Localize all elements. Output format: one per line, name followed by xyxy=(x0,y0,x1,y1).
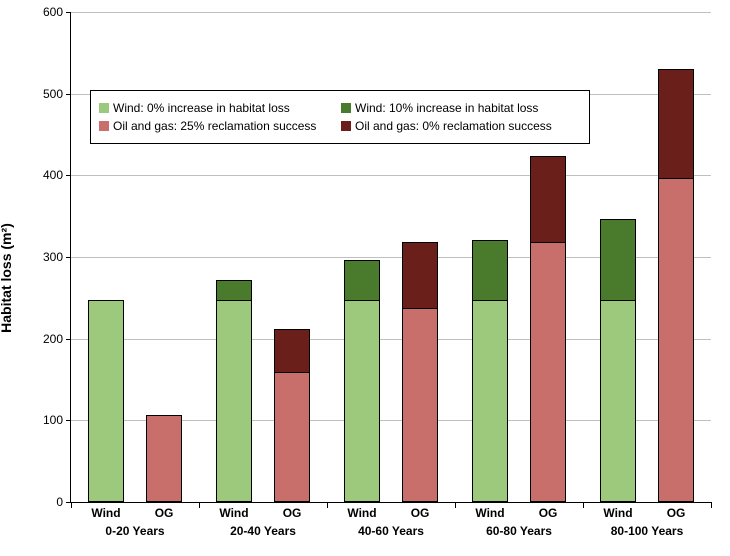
group-tick xyxy=(327,502,328,508)
group-label: 80-100 Years xyxy=(611,524,684,538)
gridline xyxy=(71,12,711,13)
gridline xyxy=(71,175,711,176)
group-label: 60-80 Years xyxy=(486,524,552,538)
group-tick xyxy=(583,502,584,508)
legend-row: Wind: 0% increase in habitat loss Wind: 1… xyxy=(99,101,579,115)
og-bar-lower xyxy=(402,308,437,502)
legend: Wind: 0% increase in habitat loss Wind: 1… xyxy=(90,90,590,144)
y-tick-label: 100 xyxy=(43,413,71,427)
y-tick-label: 200 xyxy=(43,332,71,346)
legend-swatch xyxy=(99,103,109,113)
wind-bar-label: Wind xyxy=(475,506,504,520)
y-tick-label: 500 xyxy=(43,87,71,101)
plot-area: 0100200300400500600WindOG0-20 YearsWindO… xyxy=(70,12,711,503)
wind-bar-lower xyxy=(344,300,379,502)
wind-bar-label: Wind xyxy=(347,506,376,520)
og-bar-lower xyxy=(146,415,181,502)
y-tick-label: 300 xyxy=(43,250,71,264)
og-bar-upper xyxy=(530,156,565,243)
wind-bar-label: Wind xyxy=(219,506,248,520)
legend-row: Oil and gas: 25% reclamation success Oil … xyxy=(99,119,579,133)
y-tick-label: 400 xyxy=(43,168,71,182)
og-bar-upper xyxy=(274,329,309,372)
legend-label: Oil and gas: 0% reclamation success xyxy=(355,119,552,133)
chart-container: Habitat loss (m²) 0100200300400500600Win… xyxy=(0,0,730,556)
legend-swatch xyxy=(341,103,351,113)
y-axis-title: Habitat loss (m²) xyxy=(0,223,14,333)
wind-bar-lower xyxy=(472,300,507,502)
og-bar-lower xyxy=(274,372,309,502)
og-bar-label: OG xyxy=(539,506,558,520)
legend-item: Wind: 10% increase in habitat loss xyxy=(341,101,579,115)
legend-item: Oil and gas: 25% reclamation success xyxy=(99,119,337,133)
og-bar-label: OG xyxy=(283,506,302,520)
wind-bar-lower xyxy=(88,300,123,502)
legend-item: Wind: 0% increase in habitat loss xyxy=(99,101,337,115)
legend-swatch xyxy=(341,121,351,131)
wind-bar-upper xyxy=(472,240,507,300)
wind-bar-lower xyxy=(216,300,251,502)
og-bar-lower xyxy=(530,242,565,502)
og-bar-label: OG xyxy=(155,506,174,520)
wind-bar-upper xyxy=(216,280,251,300)
group-label: 20-40 Years xyxy=(230,524,296,538)
group-tick xyxy=(455,502,456,508)
group-tick xyxy=(71,502,72,508)
y-tick-label: 600 xyxy=(43,5,71,19)
og-bar-lower xyxy=(658,178,693,502)
legend-label: Wind: 0% increase in habitat loss xyxy=(113,101,290,115)
og-bar-label: OG xyxy=(411,506,430,520)
og-bar-upper xyxy=(658,69,693,178)
wind-bar-lower xyxy=(600,300,635,502)
legend-swatch xyxy=(99,121,109,131)
group-tick xyxy=(711,502,712,508)
wind-bar-label: Wind xyxy=(91,506,120,520)
wind-bar-upper xyxy=(600,219,635,300)
wind-bar-label: Wind xyxy=(603,506,632,520)
group-tick xyxy=(199,502,200,508)
wind-bar-upper xyxy=(344,260,379,300)
og-bar-label: OG xyxy=(667,506,686,520)
group-label: 40-60 Years xyxy=(358,524,424,538)
legend-label: Oil and gas: 25% reclamation success xyxy=(113,119,316,133)
group-label: 0-20 Years xyxy=(105,524,164,538)
og-bar-upper xyxy=(402,242,437,307)
legend-label: Wind: 10% increase in habitat loss xyxy=(355,101,538,115)
legend-item: Oil and gas: 0% reclamation success xyxy=(341,119,579,133)
y-tick-label: 0 xyxy=(56,495,71,509)
